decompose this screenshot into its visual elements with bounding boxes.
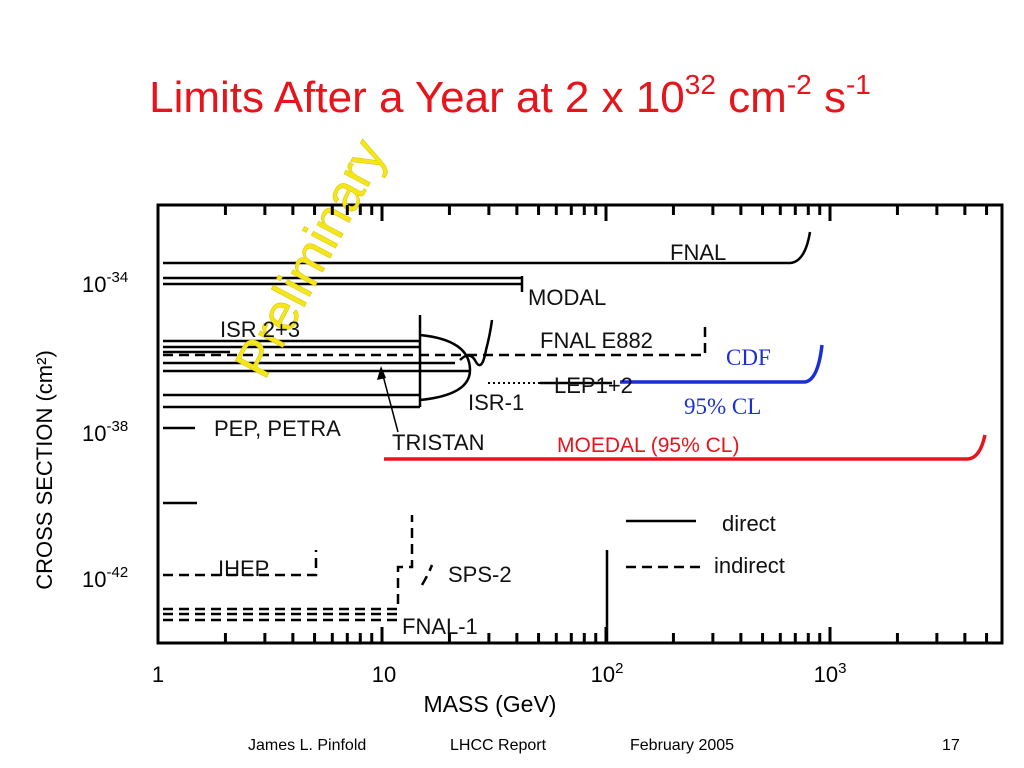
tick-exp: -38 bbox=[106, 418, 128, 435]
legend-label: direct bbox=[722, 511, 776, 536]
legend-label: indirect bbox=[714, 553, 785, 578]
slide-title: Limits After a Year at 2 x 1032 cm-2 s-1 bbox=[149, 69, 871, 122]
plot-frame bbox=[156, 203, 1004, 645]
watermark: Preliminary bbox=[224, 130, 397, 387]
x-tick-label: 102 bbox=[591, 660, 624, 687]
curve-label: ISR 2+3 bbox=[220, 317, 300, 342]
curve-label: ISR-1 bbox=[468, 390, 524, 415]
curve-label: LEP1+2 bbox=[554, 373, 633, 398]
title-part: Limits After a Year at 2 x 10 bbox=[149, 73, 685, 122]
footer-author: James L. Pinfold bbox=[248, 737, 366, 754]
tick-exp: -34 bbox=[106, 269, 128, 286]
y-tick-label: 10-42 bbox=[82, 564, 128, 592]
curve-label: FNAL bbox=[670, 240, 726, 265]
y-tick-label: 10-38 bbox=[82, 418, 128, 446]
curve-label: PEP, PETRA bbox=[214, 416, 341, 441]
title-superscript: -2 bbox=[787, 69, 812, 100]
curve-label: MODAL bbox=[528, 285, 606, 310]
curve-label: CDF bbox=[726, 345, 771, 370]
tick-exp: 3 bbox=[838, 660, 846, 677]
curve-label: MOEDAL (95% CL) bbox=[557, 434, 739, 457]
title-superscript: 32 bbox=[685, 69, 716, 100]
y-tick-label: 10-34 bbox=[82, 269, 128, 297]
title-part: cm bbox=[716, 73, 787, 122]
curve-label: SPS-2 bbox=[448, 562, 512, 587]
tick-base: 10 bbox=[591, 662, 615, 687]
tick-base: 1 bbox=[152, 662, 164, 687]
curve-label: 95% CL bbox=[684, 394, 761, 419]
curve-label: IHEP bbox=[218, 556, 269, 581]
x-tick-label: 10 bbox=[372, 662, 396, 687]
footer-date: February 2005 bbox=[630, 737, 734, 754]
x-tick-label: 1 bbox=[152, 662, 164, 687]
x-tick-label: 103 bbox=[814, 660, 847, 687]
curve-label: FNAL-1 bbox=[402, 614, 478, 639]
title-superscript: -1 bbox=[846, 69, 871, 100]
footer-report: LHCC Report bbox=[450, 737, 547, 754]
title-part: s bbox=[812, 73, 846, 122]
curve-label: FNAL E882 bbox=[540, 328, 653, 353]
tick-base: 10 bbox=[82, 272, 106, 297]
curve-label: TRISTAN bbox=[392, 430, 484, 455]
tick-base: 10 bbox=[82, 567, 106, 592]
footer-page: 17 bbox=[942, 737, 960, 754]
tick-base: 10 bbox=[82, 421, 106, 446]
tick-base: 10 bbox=[814, 662, 838, 687]
curves bbox=[163, 231, 987, 643]
tick-exp: -42 bbox=[106, 564, 128, 581]
tick-base: 10 bbox=[372, 662, 396, 687]
y-axis-label: CROSS SECTION (cm²) bbox=[32, 350, 57, 590]
x-axis-label: MASS (GeV) bbox=[424, 691, 557, 717]
tick-exp: 2 bbox=[615, 660, 623, 677]
footer: James L. Pinfold LHCC Report February 20… bbox=[248, 737, 960, 754]
